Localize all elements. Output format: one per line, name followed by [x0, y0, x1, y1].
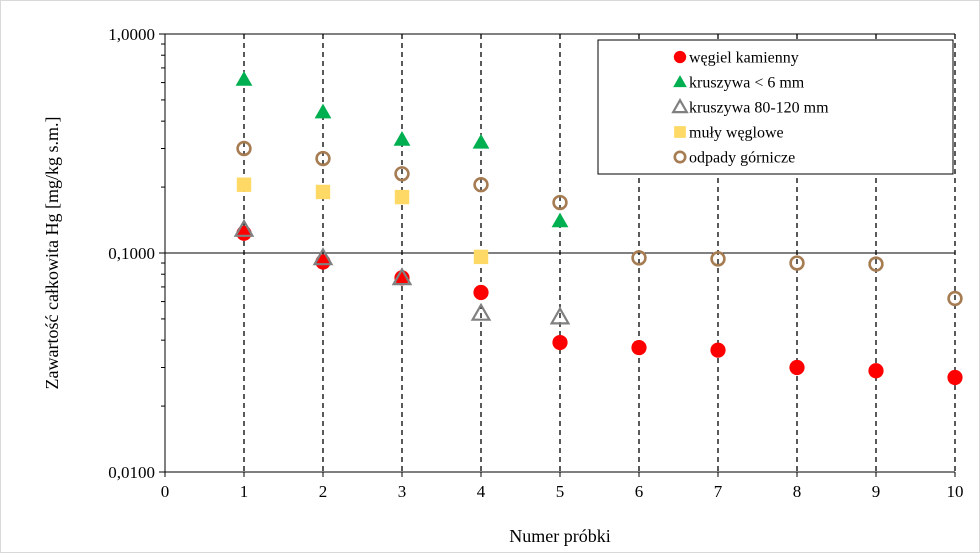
data-point [631, 339, 647, 356]
x-tick-label: 10 [947, 482, 964, 501]
data-point [473, 284, 489, 301]
data-point [393, 131, 411, 146]
x-tick-label: 1 [240, 482, 249, 501]
data-point [710, 251, 726, 267]
legend-marker [671, 97, 689, 114]
x-tick-label: 7 [714, 482, 723, 501]
data-point [551, 212, 569, 228]
x-tick-label: 8 [793, 482, 802, 501]
legend-label: muły węglowe [689, 125, 784, 142]
series-4 [236, 140, 963, 307]
x-tick-label: 6 [635, 482, 644, 501]
data-point [394, 189, 410, 205]
legend-marker [673, 50, 687, 64]
legend-marker [673, 150, 687, 164]
data-point [473, 249, 489, 265]
data-point [315, 184, 331, 200]
data-point [391, 267, 413, 286]
data-point [868, 256, 884, 272]
x-tick-label: 4 [477, 482, 486, 501]
data-point [236, 177, 252, 192]
data-point [314, 103, 332, 119]
data-point [236, 225, 252, 241]
legend-label: węgiel kamienny [689, 50, 799, 67]
legend-box [597, 39, 954, 175]
data-point [789, 359, 805, 376]
legend: węgiel kamienny kruszywa < 6 mm kruszywa 8… [597, 39, 954, 175]
data-point [473, 177, 489, 193]
legend-marker [673, 75, 687, 88]
data-point [233, 218, 255, 237]
y-tick-label: 1,0000 [108, 25, 155, 44]
x-tick-label: 0 [161, 482, 170, 501]
series-0 [236, 225, 963, 386]
data-point [631, 250, 647, 266]
data-point [947, 369, 963, 386]
data-point [947, 290, 963, 307]
data-point [470, 302, 492, 321]
y-axis-title: Zawartość całkowita Hg [mg/kg s.m.] [42, 117, 62, 390]
series-3 [236, 177, 489, 265]
data-point [472, 133, 490, 149]
x-tick-label: 3 [398, 482, 407, 501]
data-point [789, 255, 805, 271]
series-2 [233, 218, 571, 325]
x-axis-title: Numer próbki [509, 526, 610, 546]
data-point [868, 363, 884, 379]
axis-layer [159, 33, 956, 477]
y-tick-label: 0,1000 [108, 244, 155, 263]
y-tick-label: 0,0100 [108, 463, 155, 482]
x-tick-label: 5 [556, 482, 565, 501]
data-points [233, 71, 963, 386]
data-point [549, 306, 571, 325]
legend-marker [674, 126, 686, 138]
legend-label: odpady górnicze [689, 150, 795, 167]
data-point [235, 71, 253, 86]
x-tick-label: 9 [872, 482, 881, 501]
data-point [552, 334, 568, 351]
legend-label: kruszywa 80-120 mm [689, 100, 829, 117]
tick-labels: 1,0000 0,1000 0,0100 0 1 2 3 4 5 6 7 8 9 10 [108, 25, 963, 501]
data-point [312, 247, 334, 266]
data-point [236, 140, 252, 157]
x-tick-label: 2 [319, 482, 328, 501]
data-point [552, 194, 568, 211]
legend-label: kruszywa < 6 mm [689, 75, 805, 92]
series-1 [235, 71, 569, 228]
data-point [394, 166, 410, 182]
data-point [315, 150, 331, 167]
data-point [710, 342, 726, 358]
